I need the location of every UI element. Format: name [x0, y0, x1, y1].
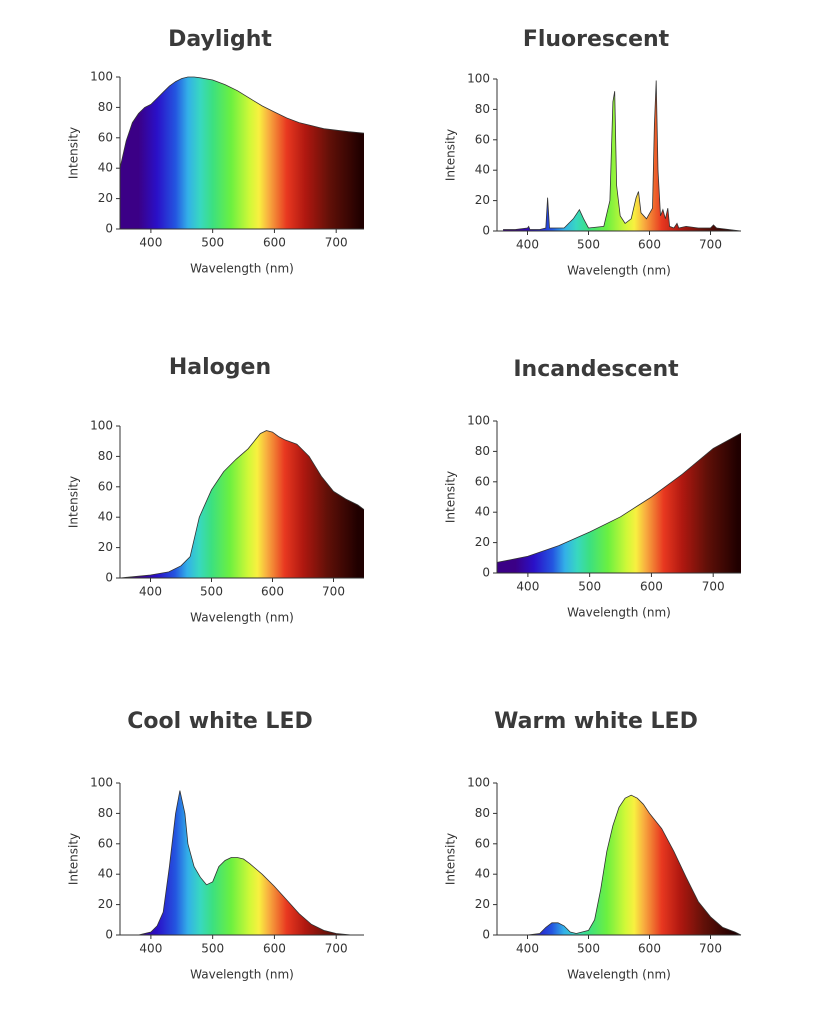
y-tick-label: 20: [98, 191, 113, 205]
x-tick-label: 600: [263, 236, 286, 250]
y-tick-label: 60: [98, 836, 113, 850]
x-tick-label: 400: [139, 236, 162, 250]
spectrum-area: [120, 430, 364, 578]
chart-panel: Incandescent 0 20 40 60 80 100 400 500 600 700 Wave…: [444, 357, 742, 620]
y-tick-label: 80: [98, 449, 113, 463]
y-tick-label: 40: [98, 867, 113, 881]
chart-panel: Fluorescent 0 20 40 60 80 100 400 500 600 700 Wavel…: [444, 27, 742, 278]
y-tick-label: 20: [475, 193, 490, 207]
x-axis-label: Wavelength (nm): [567, 264, 671, 278]
x-tick-label: 600: [638, 942, 661, 956]
spectrum-area: [503, 80, 741, 231]
y-tick-label: 0: [105, 222, 113, 236]
y-tick-label: 100: [467, 72, 490, 86]
x-axis-label: Wavelength (nm): [190, 262, 294, 276]
y-tick-label: 100: [90, 419, 113, 433]
x-axis-label: Wavelength (nm): [190, 611, 294, 625]
x-tick-label: 500: [201, 236, 224, 250]
chart-title: Incandescent: [513, 357, 679, 382]
y-tick-label: 0: [105, 928, 113, 942]
y-tick-label: 80: [98, 100, 113, 114]
x-tick-label: 500: [578, 580, 601, 594]
y-tick-label: 40: [475, 505, 490, 519]
x-tick-label: 500: [577, 238, 600, 252]
spectrum-outline: [119, 430, 365, 579]
x-tick-label: 400: [516, 238, 539, 252]
y-tick-label: 40: [475, 163, 490, 177]
y-tick-label: 80: [475, 806, 490, 820]
y-tick-label: 60: [475, 474, 490, 488]
spectrum-outline: [497, 794, 742, 936]
y-tick-label: 80: [475, 102, 490, 116]
x-tick-label: 400: [139, 585, 162, 599]
x-tick-label: 700: [702, 580, 725, 594]
y-tick-label: 40: [98, 510, 113, 524]
y-tick-label: 60: [475, 132, 490, 146]
y-axis-label: Intensity: [444, 129, 458, 181]
x-tick-label: 500: [200, 585, 223, 599]
y-tick-label: 40: [98, 161, 113, 175]
x-tick-label: 600: [263, 942, 286, 956]
x-tick-label: 400: [139, 942, 162, 956]
y-tick-label: 100: [90, 776, 113, 790]
y-tick-label: 0: [105, 571, 113, 585]
x-axis-label: Wavelength (nm): [567, 968, 671, 982]
y-tick-label: 0: [482, 566, 490, 580]
chart-title: Warm white LED: [494, 709, 698, 734]
y-tick-label: 100: [467, 776, 490, 790]
y-axis-label: Intensity: [67, 833, 81, 885]
y-tick-label: 60: [98, 479, 113, 493]
y-axis-label: Intensity: [444, 833, 458, 885]
x-tick-label: 400: [516, 580, 539, 594]
x-tick-label: 400: [516, 942, 539, 956]
spectrum-outline: [138, 790, 352, 936]
y-tick-label: 0: [482, 928, 490, 942]
x-tick-label: 600: [261, 585, 284, 599]
y-tick-label: 60: [475, 836, 490, 850]
y-axis-label: Intensity: [444, 471, 458, 523]
x-tick-label: 700: [322, 585, 345, 599]
x-tick-label: 700: [699, 238, 722, 252]
x-axis-label: Wavelength (nm): [190, 968, 294, 982]
chart-title: Cool white LED: [127, 709, 313, 734]
chart-title: Fluorescent: [523, 27, 670, 52]
y-tick-label: 20: [98, 897, 113, 911]
x-tick-label: 700: [699, 942, 722, 956]
spectrum-area: [497, 433, 741, 573]
y-tick-label: 20: [475, 535, 490, 549]
spectrum-outline: [496, 432, 742, 563]
y-tick-label: 80: [98, 806, 113, 820]
y-tick-label: 20: [98, 540, 113, 554]
y-tick-label: 100: [90, 70, 113, 84]
chart-title: Daylight: [168, 27, 272, 52]
x-tick-label: 600: [638, 238, 661, 252]
x-tick-label: 600: [640, 580, 663, 594]
chart-panel: Warm white LED 0 20 40 60 80 100 400 500 600 700 Wa…: [444, 709, 742, 982]
y-tick-label: 60: [98, 130, 113, 144]
x-tick-label: 500: [201, 942, 224, 956]
spectrum-outline: [503, 80, 742, 232]
y-tick-label: 20: [475, 897, 490, 911]
x-axis-label: Wavelength (nm): [567, 606, 671, 620]
y-axis-label: Intensity: [67, 127, 81, 179]
x-tick-label: 500: [577, 942, 600, 956]
y-axis-label: Intensity: [67, 476, 81, 528]
spectrum-area: [138, 790, 352, 935]
spectrum-area: [120, 77, 364, 229]
y-tick-label: 100: [467, 414, 490, 428]
spectrum-area: [497, 795, 741, 935]
y-tick-label: 40: [475, 867, 490, 881]
spectrum-outline: [119, 76, 365, 169]
chart-panel: Halogen 0 20 40 60 80 100 400 500 600 700 Wavelengt…: [67, 355, 365, 625]
chart-panel: Daylight 0 20 40 60 80 100 400 500 600 700 Waveleng…: [67, 27, 365, 276]
y-tick-label: 0: [482, 224, 490, 238]
y-tick-label: 80: [475, 444, 490, 458]
chart-panel: Cool white LED 0 20 40 60 80 100 400 500 600 700 Wa…: [67, 709, 364, 982]
x-tick-label: 700: [325, 942, 348, 956]
x-tick-label: 700: [325, 236, 348, 250]
chart-title: Halogen: [169, 355, 271, 380]
